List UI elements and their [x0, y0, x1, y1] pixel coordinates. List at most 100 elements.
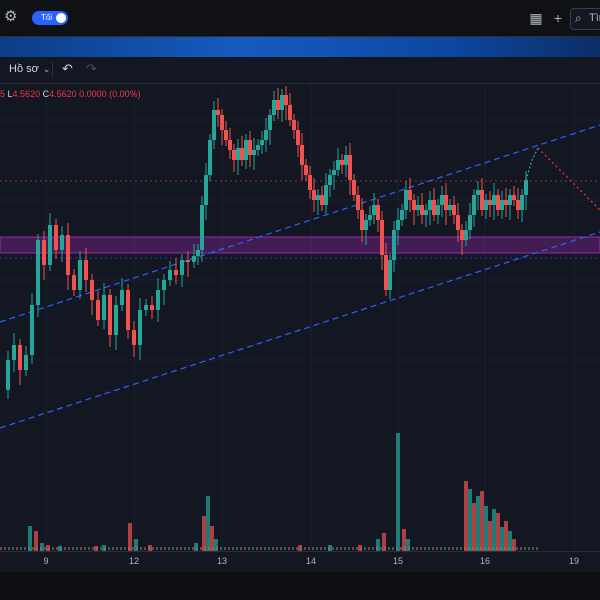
gear-icon[interactable]: ⚙: [4, 8, 18, 25]
candle-body: [6, 360, 10, 390]
candle-body: [472, 195, 476, 215]
candle-body: [120, 290, 124, 305]
volume-bar: [204, 547, 206, 550]
volume-bar: [202, 516, 206, 551]
candle-body: [30, 305, 34, 355]
volume-bar: [396, 433, 400, 551]
candle-body: [340, 160, 344, 165]
search-input[interactable]: ⌕ Tìm: [570, 8, 600, 30]
volume-bar: [500, 547, 502, 550]
candle-body: [384, 255, 388, 290]
redo-icon[interactable]: ↷: [86, 61, 97, 76]
candle-body: [304, 165, 308, 175]
projection-up-path: [525, 147, 539, 181]
candle-body: [180, 260, 184, 275]
volume-bar: [24, 547, 26, 550]
volume-bar: [444, 547, 446, 550]
x-tick-label: 13: [216, 556, 228, 566]
volume-bar: [92, 547, 94, 550]
candle-body: [348, 155, 352, 180]
volume-bar: [0, 547, 2, 550]
candle-body: [396, 220, 400, 230]
candle-body: [484, 200, 488, 210]
candle-body: [512, 195, 516, 200]
candle-body: [460, 230, 464, 240]
candle-body: [280, 95, 284, 110]
candle-body: [174, 270, 178, 275]
volume-bar: [164, 547, 166, 550]
candle-body: [138, 310, 142, 345]
volume-bar: [34, 531, 38, 551]
volume-bar: [312, 547, 314, 550]
volume-bar: [304, 547, 306, 550]
grid-icon: ▦: [529, 10, 543, 26]
volume-bar: [216, 547, 218, 550]
volume-bar: [276, 547, 278, 550]
volume-bar: [292, 547, 294, 550]
volume-bar: [196, 547, 198, 550]
volume-bar: [100, 547, 102, 550]
candle-body: [356, 195, 360, 210]
candle-body: [244, 140, 248, 160]
theme-toggle[interactable]: Tối: [32, 11, 68, 25]
volume-bar: [360, 547, 362, 550]
candle-body: [288, 105, 292, 120]
volume-bar: [36, 547, 38, 550]
volume-bar: [236, 547, 238, 550]
add-button[interactable]: +: [548, 8, 568, 28]
volume-bar: [168, 547, 170, 550]
undo-icon[interactable]: ↶: [62, 61, 73, 76]
price-chart[interactable]: [0, 84, 600, 560]
candle-body: [408, 190, 412, 200]
candle-body: [480, 190, 484, 210]
volume-bar: [232, 547, 234, 550]
bottom-panel: [0, 572, 600, 600]
volume-bar: [72, 547, 74, 550]
candle-body: [476, 190, 480, 195]
volume-bar: [132, 547, 134, 550]
candle-body: [232, 150, 236, 160]
candle-body: [248, 140, 252, 155]
x-tick-label: 16: [479, 556, 491, 566]
candle-body: [236, 148, 240, 160]
candle-body: [78, 260, 82, 290]
candle-body: [18, 345, 22, 370]
candle-body: [416, 205, 420, 210]
volume-bar: [472, 503, 476, 551]
volume-bar: [396, 547, 398, 550]
candle-body: [260, 140, 264, 145]
volume-bar: [420, 547, 422, 550]
volume-bar: [376, 547, 378, 550]
volume-bar: [484, 506, 488, 551]
volume-bar: [96, 547, 98, 550]
volume-bar: [16, 547, 18, 550]
layout-grid-button[interactable]: ▦: [526, 8, 546, 28]
volume-bar: [368, 547, 370, 550]
candle-body: [42, 240, 46, 265]
candle-body: [456, 215, 460, 230]
volume-bar: [308, 547, 310, 550]
candle-body: [376, 205, 380, 220]
time-axis[interactable]: 9 12 13 14 15 16 19: [0, 551, 600, 572]
candle-body: [508, 195, 512, 205]
volume-bar: [492, 547, 494, 550]
volume-bar: [356, 547, 358, 550]
volume-bar: [240, 547, 242, 550]
volume-bar: [144, 547, 146, 550]
volume-bar: [256, 547, 258, 550]
profile-dropdown[interactable]: Hồ sơ ⌄: [9, 63, 50, 75]
volume-bar: [180, 547, 182, 550]
volume-bar: [104, 547, 106, 550]
volume-bar: [524, 547, 526, 550]
candle-body: [324, 185, 328, 205]
x-tick-label: 19: [568, 556, 580, 566]
candle-body: [256, 145, 260, 150]
volume-bar: [200, 547, 202, 550]
volume-bar: [284, 547, 286, 550]
volume-bar: [160, 547, 162, 550]
volume-bar: [520, 547, 522, 550]
candle-body: [72, 275, 76, 290]
volume-bar: [512, 547, 514, 550]
search-icon: ⌕: [575, 11, 582, 25]
divider: [52, 62, 53, 78]
